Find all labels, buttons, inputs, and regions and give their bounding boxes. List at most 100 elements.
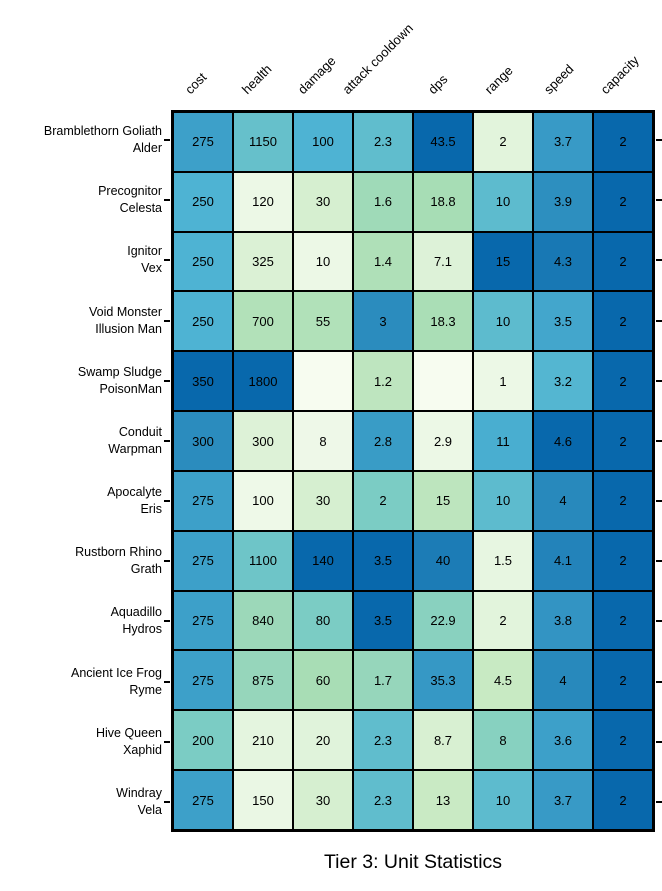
tick-mark [164, 319, 170, 322]
row-label-name: Apocalyte [107, 485, 162, 500]
heatmap-cell: 60 [294, 651, 352, 710]
heatmap-cell: 150 [234, 771, 292, 829]
tick-mark [656, 680, 662, 683]
heatmap-cell: 210 [234, 711, 292, 770]
heatmap-cell: 300 [234, 412, 292, 470]
heatmap-cell: 3.5 [534, 292, 592, 351]
heatmap-cell: 18.8 [414, 172, 472, 231]
heatmap-cell: 2 [594, 172, 652, 231]
heatmap-cell: 275 [174, 771, 232, 829]
row-label-name: Conduit [118, 424, 162, 439]
heatmap-cell: 120 [234, 172, 292, 231]
heatmap-cell: 140 [294, 531, 352, 590]
tick-mark [656, 139, 662, 142]
row-label-subname: Ryme [129, 682, 162, 697]
row-label-subname: Warpman [108, 441, 162, 456]
heatmap-cell: 275 [174, 471, 232, 530]
heatmap-cell [414, 352, 472, 411]
heatmap-cell: 15 [414, 471, 472, 530]
heatmap-cell: 2 [594, 232, 652, 291]
heatmap-cell: 1800 [234, 352, 292, 411]
heatmap-cell: 100 [294, 113, 352, 171]
row-label: Rustborn Rhino Grath [0, 544, 162, 578]
heatmap-cell: 2 [354, 471, 412, 530]
tick-mark [656, 319, 662, 322]
heatmap-cell: 40 [414, 531, 472, 590]
row-label-name: Rustborn Rhino [75, 545, 162, 560]
tick-mark [656, 379, 662, 382]
row-label: Aquadillo Hydros [0, 604, 162, 638]
heatmap-cell: 4.6 [534, 412, 592, 470]
tick-mark [164, 800, 170, 803]
row-label: Apocalyte Eris [0, 484, 162, 518]
row-label: Precognitor Celesta [0, 183, 162, 217]
heatmap-cell: 875 [234, 651, 292, 710]
row-label: Ignitor Vex [0, 243, 162, 277]
heatmap-cell: 840 [234, 591, 292, 650]
heatmap-cell: 22.9 [414, 591, 472, 650]
heatmap-cell: 2.9 [414, 412, 472, 470]
heatmap-cell: 4.5 [474, 651, 532, 710]
heatmap-cell: 100 [234, 471, 292, 530]
tick-mark [656, 800, 662, 803]
row-label-subname: Celesta [119, 201, 162, 216]
column-header-speed: speed [541, 61, 577, 97]
row-label: Swamp Sludge PoisonMan [0, 364, 162, 398]
column-header-capacity: capacity [597, 52, 642, 97]
heatmap-cell: 7.1 [414, 232, 472, 291]
tick-mark [164, 620, 170, 623]
column-header-attack-cooldown: attack cooldown [339, 20, 416, 98]
heatmap-cell: 35.3 [414, 651, 472, 710]
heatmap-cell: 275 [174, 531, 232, 590]
heatmap-cell: 2 [594, 651, 652, 710]
tick-mark [656, 560, 662, 563]
heatmap-cell: 250 [174, 292, 232, 351]
tick-mark [164, 379, 170, 382]
column-header-dps: dps [425, 71, 451, 97]
column-header-damage: damage [295, 53, 339, 97]
heatmap-cell: 250 [174, 232, 232, 291]
heatmap-cell: 2.3 [354, 771, 412, 829]
heatmap-cell: 2.3 [354, 113, 412, 171]
heatmap-cell [294, 352, 352, 411]
column-header-cost: cost [182, 69, 210, 97]
heatmap-grid: 275 1150 100 2.3 43.5 2 3.7 2 250 120 30 1.6 18.8 10 3… [171, 110, 655, 832]
row-label-name: Ignitor [127, 244, 162, 259]
heatmap-cell: 2 [474, 113, 532, 171]
heatmap-cell: 1.2 [354, 352, 412, 411]
tick-mark [164, 139, 170, 142]
heatmap-cell: 3.6 [534, 711, 592, 770]
tick-mark [164, 439, 170, 442]
heatmap-cell: 2 [594, 412, 652, 470]
heatmap-cell: 15 [474, 232, 532, 291]
row-label-name: Swamp Sludge [77, 364, 162, 379]
heatmap-cell: 3.8 [534, 591, 592, 650]
row-label-subname: Eris [140, 502, 162, 517]
heatmap-cell: 275 [174, 651, 232, 710]
heatmap-cell: 13 [414, 771, 472, 829]
row-label-subname: Grath [130, 562, 162, 577]
heatmap-cell: 18.3 [414, 292, 472, 351]
row-label: Bramblethorn Goliath Alder [0, 123, 162, 157]
heatmap-cell: 275 [174, 113, 232, 171]
heatmap-cell: 20 [294, 711, 352, 770]
row-label: Hive Queen Xaphid [0, 725, 162, 759]
tick-mark [656, 620, 662, 623]
heatmap-cell: 11 [474, 412, 532, 470]
heatmap-cell: 8 [294, 412, 352, 470]
heatmap-cell: 2.8 [354, 412, 412, 470]
row-label-name: Windray [116, 785, 162, 800]
row-label-name: Aquadillo [110, 605, 162, 620]
heatmap-cell: 300 [174, 412, 232, 470]
heatmap-cell: 1150 [234, 113, 292, 171]
row-label: Ancient Ice Frog Ryme [0, 665, 162, 699]
heatmap-cell: 1.4 [354, 232, 412, 291]
heatmap-cell: 2 [594, 292, 652, 351]
tick-mark [656, 740, 662, 743]
row-label: Void Monster Illusion Man [0, 304, 162, 338]
heatmap-cell: 10 [474, 292, 532, 351]
chart-title: Tier 3: Unit Statistics [323, 851, 503, 873]
tick-mark [656, 199, 662, 202]
heatmap-cell: 325 [234, 232, 292, 291]
